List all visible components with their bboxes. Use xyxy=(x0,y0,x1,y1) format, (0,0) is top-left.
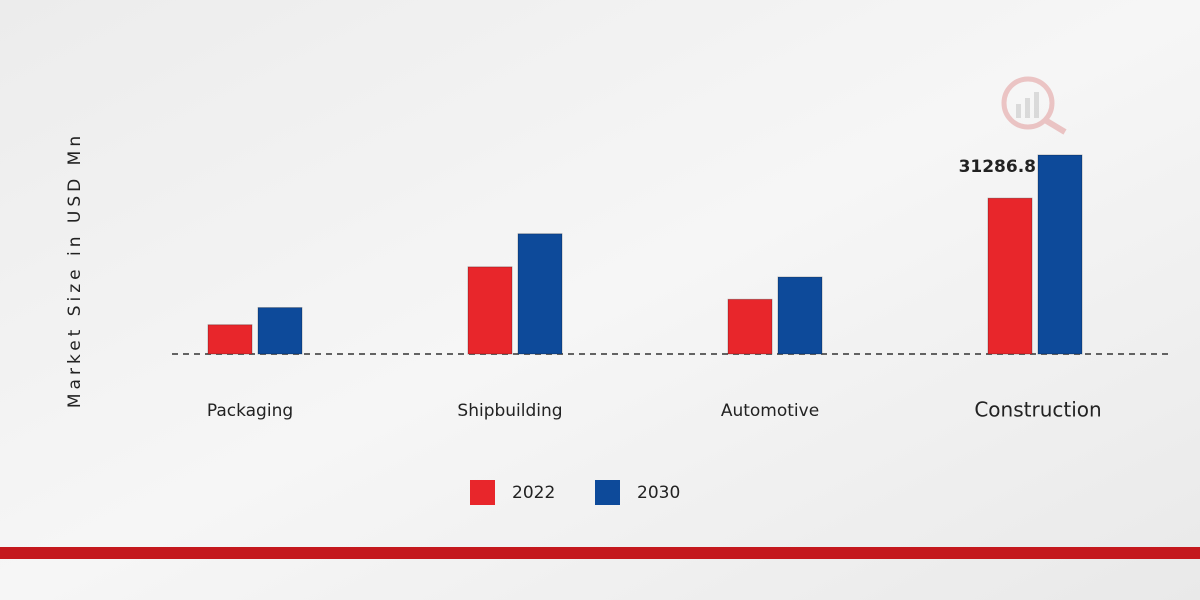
bar xyxy=(517,233,563,355)
x-tick-label: Construction xyxy=(974,398,1101,422)
bar xyxy=(467,266,513,355)
data-label: 31286.8 xyxy=(959,157,1036,177)
legend-swatch xyxy=(595,480,620,505)
bar xyxy=(1037,154,1083,355)
x-tick-label: Automotive xyxy=(721,401,819,421)
legend-label: 2022 xyxy=(512,483,555,503)
bar xyxy=(987,197,1033,355)
x-tick-label: Packaging xyxy=(207,401,293,421)
bar xyxy=(257,307,303,355)
footer-band xyxy=(0,547,1200,559)
bar xyxy=(777,276,823,355)
legend-swatch xyxy=(470,480,495,505)
x-tick-label: Shipbuilding xyxy=(457,401,562,421)
watermark-logo xyxy=(1001,76,1067,135)
legend-label: 2030 xyxy=(637,483,680,503)
bar xyxy=(207,324,253,355)
y-axis-label: Market Size in USD Mn xyxy=(65,132,85,408)
bar xyxy=(727,298,773,355)
